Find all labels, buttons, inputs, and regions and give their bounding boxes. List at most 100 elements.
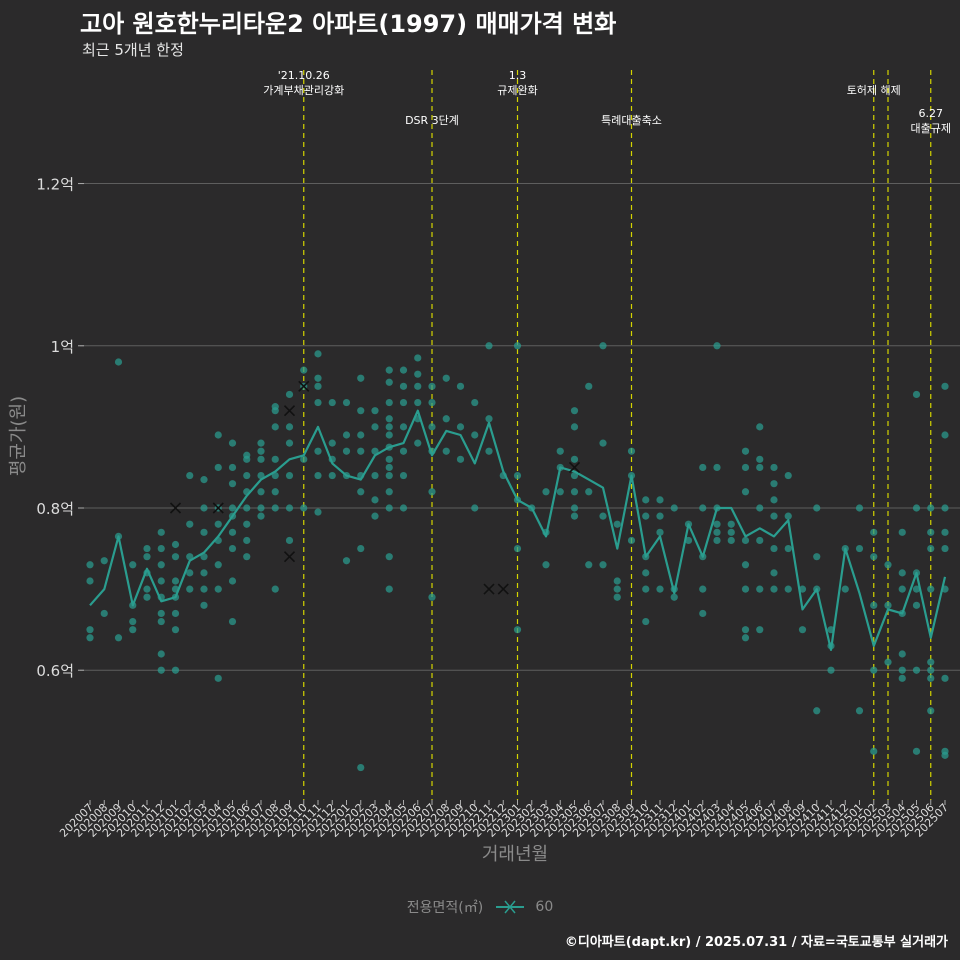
transaction-point [884, 561, 892, 569]
transaction-point [456, 423, 465, 431]
transaction-point [770, 480, 778, 488]
transaction-point [86, 577, 94, 585]
transaction-point [342, 398, 351, 407]
transaction-point [414, 398, 422, 407]
transaction-point [727, 520, 735, 528]
transaction-point [186, 471, 194, 480]
y-axis-title: 평균가(원) [8, 396, 29, 476]
transaction-point [428, 423, 436, 431]
transaction-point [585, 561, 593, 569]
transaction-point [300, 455, 308, 463]
transaction-point [898, 666, 906, 674]
transaction-point [114, 634, 123, 642]
transaction-point [399, 471, 408, 480]
transaction-point [585, 382, 593, 390]
transaction-point [371, 496, 379, 504]
transaction-point [171, 609, 180, 618]
transaction-point [385, 415, 393, 423]
transaction-point [186, 520, 194, 528]
transaction-point [912, 666, 921, 674]
transaction-point [841, 585, 849, 593]
transaction-point [756, 585, 764, 593]
transaction-point [285, 471, 294, 480]
transaction-point [713, 528, 721, 536]
transaction-point [157, 577, 165, 585]
transaction-point [228, 480, 237, 488]
y-tick-label: 0.6억 [36, 662, 74, 680]
transaction-point [371, 512, 379, 520]
transaction-point [570, 407, 579, 415]
transaction-point [214, 520, 222, 528]
transaction-point [129, 626, 137, 634]
transaction-point [912, 390, 921, 399]
transaction-point [756, 463, 764, 472]
transaction-point [357, 374, 365, 382]
x-marker [283, 405, 296, 417]
transaction-point [941, 431, 949, 439]
transaction-point [870, 601, 878, 609]
transaction-point [627, 447, 636, 455]
x-marker-stroke [298, 380, 310, 392]
transaction-point [129, 561, 137, 569]
transaction-point [342, 447, 351, 455]
transaction-point [813, 504, 821, 512]
transaction-point [513, 626, 522, 634]
event-label: 6.27 [919, 107, 944, 120]
transaction-point [129, 617, 137, 626]
transaction-point [784, 585, 792, 593]
x-marker [298, 380, 310, 392]
transaction-point [157, 544, 165, 553]
transaction-point [86, 634, 94, 642]
y-tick-label: 1.2억 [36, 176, 74, 194]
transaction-point [656, 585, 664, 593]
transaction-point [385, 423, 393, 431]
transaction-point [513, 544, 522, 553]
transaction-point [399, 504, 408, 512]
transaction-point [699, 609, 707, 618]
transaction-point [741, 447, 750, 455]
event-label: 규제완화 [497, 84, 537, 97]
transaction-point [385, 553, 393, 561]
transaction-point [542, 488, 550, 496]
transaction-point [642, 585, 650, 593]
transaction-point [357, 544, 365, 553]
transaction-point [271, 407, 279, 415]
transaction-point [371, 407, 379, 415]
transaction-point [471, 504, 479, 512]
transaction-point [243, 455, 251, 463]
transaction-point [200, 569, 208, 577]
transaction-point [414, 354, 422, 362]
transaction-point [727, 536, 735, 545]
transaction-point [599, 512, 607, 520]
transaction-point [86, 561, 94, 569]
transaction-point [285, 504, 294, 512]
event-label: 토허제 해제 [847, 83, 901, 97]
transaction-point [157, 666, 165, 674]
transaction-point [927, 674, 935, 682]
transaction-point [898, 585, 906, 593]
transaction-point [200, 528, 208, 536]
transaction-point [855, 544, 864, 553]
transaction-point [855, 707, 864, 715]
transaction-point [114, 358, 123, 366]
transaction-point [627, 536, 636, 545]
transaction-point [613, 585, 621, 593]
chart-title: 고아 원호한누리타운2 아파트(1997) 매매가격 변화 [80, 10, 617, 38]
transaction-point [157, 650, 165, 658]
x-marker [483, 583, 495, 595]
transaction-point [912, 585, 921, 593]
transaction-point [314, 447, 322, 455]
transaction-point [756, 626, 764, 634]
transaction-point [328, 398, 336, 407]
transaction-point [599, 561, 607, 569]
transaction-point [741, 585, 750, 593]
transaction-point [214, 431, 222, 439]
transaction-point [870, 553, 878, 561]
transaction-point [670, 504, 678, 512]
transaction-point [699, 463, 707, 472]
transaction-point [642, 496, 650, 504]
transaction-point [471, 431, 479, 439]
transaction-point [585, 488, 593, 496]
x-marker-stroke [169, 502, 182, 514]
transaction-point [342, 557, 351, 565]
